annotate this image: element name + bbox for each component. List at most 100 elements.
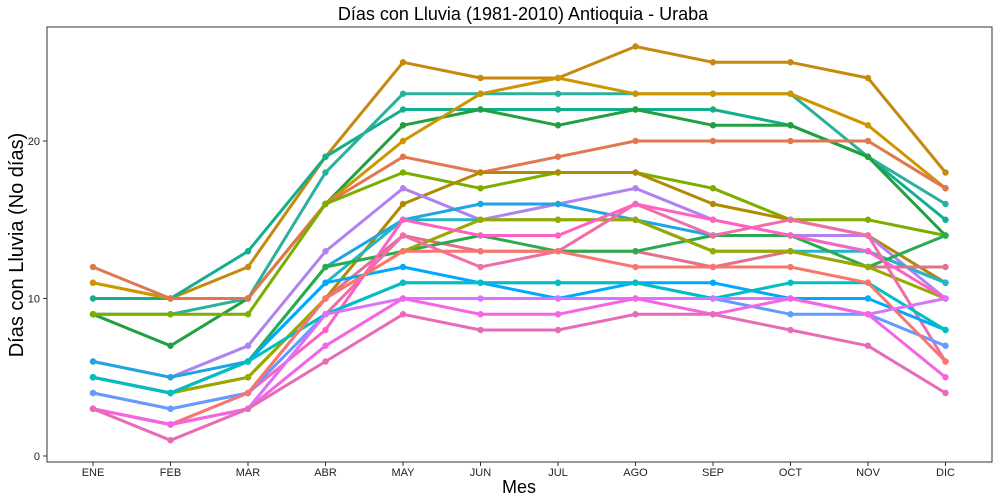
data-point [942,200,949,208]
series-line [92,139,947,300]
data-point [709,295,717,302]
data-point [787,122,794,129]
data-point [709,311,717,318]
x-tick-label: OCT [779,467,803,479]
data-point [787,311,794,318]
data-point [244,342,252,349]
data-point [244,358,252,365]
data-point [399,263,407,271]
y-tick-label: 0 [34,451,40,463]
data-point [89,358,97,365]
data-point [399,295,407,302]
data-point [554,295,562,302]
data-point [322,200,329,208]
y-tick-label: 10 [28,294,40,306]
series-line [93,171,946,316]
data-point [632,248,639,255]
y-axis-label: Días con Lluvia (No días) [6,133,28,358]
data-point [399,200,407,208]
data-point [322,153,329,160]
x-axis: ENE FEB MAR ABR MAY JUN JUL AGO SEP OCT NOV DIC [82,462,955,479]
data-point [244,248,252,255]
data-point [709,232,717,239]
data-point [709,59,717,66]
data-point [632,169,639,176]
data-point [942,389,949,397]
data-point [399,106,407,113]
data-point [709,216,717,223]
data-point [477,326,484,334]
data-point [322,358,329,365]
data-point [167,405,174,412]
data-point [477,169,484,176]
data-point [399,248,407,255]
data-point [942,169,949,176]
data-point [864,311,872,318]
series-line [92,312,947,442]
data-point [554,232,562,239]
data-point [322,279,329,286]
x-axis-label: Mes [502,477,536,497]
data-point [787,295,794,302]
data-point [942,374,949,381]
data-point [709,248,717,255]
data-point [89,295,97,302]
data-point [709,263,717,271]
data-point [399,122,407,129]
data-point [632,43,639,50]
data-point [942,358,949,365]
data-point [322,263,329,271]
data-point [787,326,794,334]
data-point [942,263,949,271]
data-point [167,421,174,428]
data-point [864,232,872,239]
series-line [92,249,947,426]
data-point [632,137,639,145]
x-tick-label: JUN [470,467,491,479]
data-point [399,232,407,239]
x-tick-label: SEP [702,467,724,479]
data-point [787,279,794,286]
data-point [167,342,174,349]
series-6 [89,137,949,302]
data-point [632,263,639,271]
data-point [477,74,484,82]
series-layer [89,43,949,444]
data-point [399,216,407,223]
data-point [864,137,872,145]
data-point [632,279,639,286]
x-tick-label: MAR [236,467,261,479]
data-point [477,106,484,113]
data-point [709,106,717,113]
data-point [322,169,329,176]
data-point [864,216,872,223]
data-point [399,137,407,145]
series-line [92,281,947,395]
y-axis: 0 10 20 [28,136,47,463]
data-point [864,122,872,129]
x-tick-label: DIC [936,467,955,479]
data-point [554,279,562,286]
data-point [399,311,407,318]
data-point [167,311,174,318]
data-point [554,74,562,82]
data-point [477,232,484,239]
x-tick-label: ABR [314,467,337,479]
data-point [89,389,97,397]
data-point [322,342,329,349]
data-point [554,248,562,255]
data-point [244,263,252,271]
data-point [864,279,872,286]
data-point [709,137,717,145]
data-point [709,279,717,286]
data-point [942,279,949,286]
series-23 [89,311,949,444]
data-point [399,169,407,176]
series-line [93,92,947,316]
data-point [167,389,174,397]
data-point [787,59,794,66]
chart-title: Días con Lluvia (1981-2010) Antioquia - … [338,4,709,24]
series-line [92,45,947,300]
data-point [632,311,639,318]
